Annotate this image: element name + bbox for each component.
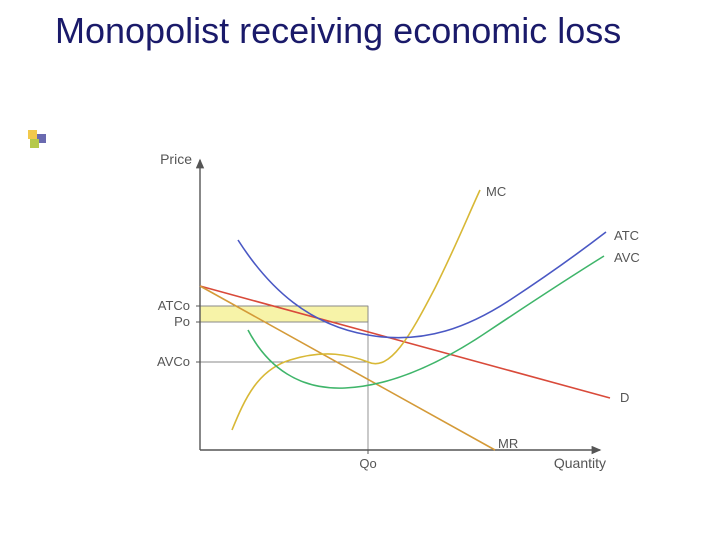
curve-label-D: D <box>620 390 629 405</box>
bullet-sq-a <box>28 130 37 139</box>
curve-label-MC: MC <box>486 184 506 199</box>
curve-label-ATC: ATC <box>614 228 639 243</box>
chart-svg: Price Quantity ATCoPo AVCo Qo D MR MC ATC AVC <box>90 130 650 490</box>
chart: Price Quantity ATCoPo AVCo Qo D MR MC ATC AVC <box>90 130 650 490</box>
y-axis-label: Price <box>160 151 192 167</box>
curve-label-MR: MR <box>498 436 518 451</box>
slide-title: Monopolist receiving economic loss <box>55 10 621 51</box>
y-tick-label-AVCo: AVCo <box>157 354 190 369</box>
curve-label-AVC: AVC <box>614 250 640 265</box>
x-tick-label-Qo: Qo <box>359 456 376 471</box>
y-tick-label-ATCo: ATCo <box>158 298 190 313</box>
x-axis-label: Quantity <box>554 455 606 471</box>
bullet-icon <box>28 130 46 148</box>
y-tick-label-Po: Po <box>174 314 190 329</box>
bullet-sq-c <box>30 139 39 148</box>
